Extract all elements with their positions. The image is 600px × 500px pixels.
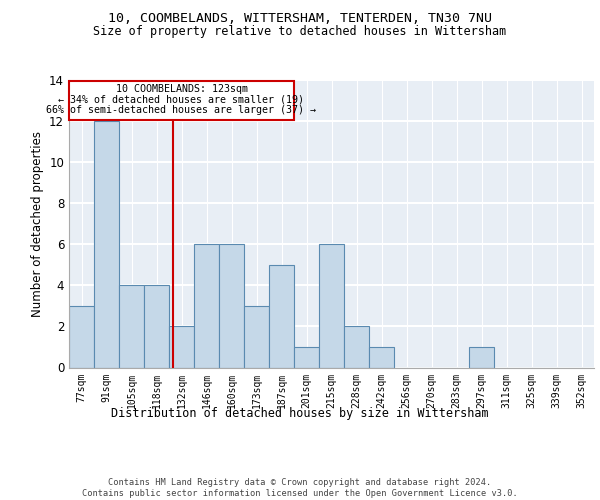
Bar <box>119 286 144 368</box>
Text: Contains HM Land Registry data © Crown copyright and database right 2024.
Contai: Contains HM Land Registry data © Crown c… <box>82 478 518 498</box>
Bar <box>469 347 494 368</box>
Bar <box>69 306 94 368</box>
Bar <box>369 347 394 368</box>
Text: ← 34% of detached houses are smaller (19): ← 34% of detached houses are smaller (19… <box>59 94 305 104</box>
Bar <box>269 265 294 368</box>
FancyBboxPatch shape <box>69 81 294 120</box>
Bar <box>194 244 219 368</box>
Text: 10, COOMBELANDS, WITTERSHAM, TENTERDEN, TN30 7NU: 10, COOMBELANDS, WITTERSHAM, TENTERDEN, … <box>108 12 492 26</box>
Y-axis label: Number of detached properties: Number of detached properties <box>31 130 44 317</box>
Bar <box>219 244 244 368</box>
Bar <box>294 347 319 368</box>
Bar <box>319 244 344 368</box>
Bar <box>144 286 169 368</box>
Bar <box>344 326 369 368</box>
Bar <box>169 326 194 368</box>
Text: Distribution of detached houses by size in Wittersham: Distribution of detached houses by size … <box>111 408 489 420</box>
Text: 66% of semi-detached houses are larger (37) →: 66% of semi-detached houses are larger (… <box>47 105 317 115</box>
Text: Size of property relative to detached houses in Wittersham: Size of property relative to detached ho… <box>94 25 506 38</box>
Bar <box>94 121 119 368</box>
Text: 10 COOMBELANDS: 123sqm: 10 COOMBELANDS: 123sqm <box>115 84 248 94</box>
Bar <box>244 306 269 368</box>
